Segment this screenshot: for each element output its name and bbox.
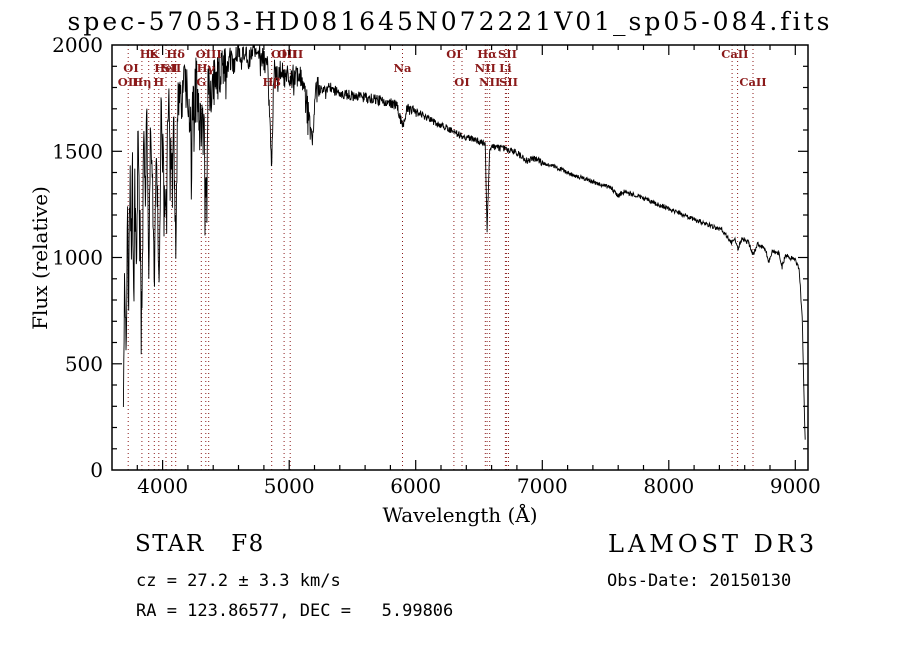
spectral-line-label: SII bbox=[499, 75, 518, 89]
y-axis-label: Flux (relative) bbox=[28, 186, 52, 330]
x-tick-label: 7000 bbox=[517, 474, 568, 498]
spectrum-line bbox=[122, 44, 806, 440]
cz-text: cz = 27.2 ± 3.3 km/s bbox=[136, 571, 341, 591]
spectral-line-label: OI bbox=[454, 75, 469, 89]
y-tick-label: 1500 bbox=[52, 139, 103, 163]
spectral-line-label: OIII bbox=[277, 47, 303, 61]
x-tick-label: 4000 bbox=[137, 474, 188, 498]
spectral-line-label: Hα bbox=[477, 47, 497, 61]
spectral-line-label: Li bbox=[499, 61, 512, 75]
spectral-line-label: Hδ bbox=[166, 47, 185, 61]
spectral-line-label: Hγ bbox=[197, 61, 216, 75]
spectral-line-label: Hη bbox=[132, 75, 151, 89]
y-tick-label: 500 bbox=[65, 352, 103, 376]
plot-frame bbox=[111, 44, 809, 471]
y-tick-label: 2000 bbox=[52, 33, 103, 57]
x-tick-label: 9000 bbox=[770, 474, 821, 498]
spectral-line-label: OIII bbox=[271, 47, 297, 61]
spectral-line-label: G bbox=[196, 75, 206, 89]
spectral-line-label: SII bbox=[498, 47, 517, 61]
spectral-line-label: CaII bbox=[721, 47, 748, 61]
spectral-line-label: HeI bbox=[154, 61, 178, 75]
object-class-text: STAR F8 bbox=[135, 531, 265, 557]
spectral-line-label: H bbox=[153, 75, 164, 89]
radec-text: RA = 123.86577, DEC = 5.99806 bbox=[136, 601, 454, 621]
spectral-line-label: Hε bbox=[140, 47, 158, 61]
survey-text: LAMOST DR3 bbox=[608, 530, 819, 558]
plot-title: spec-57053-HD081645N072221V01_sp05-084.f… bbox=[67, 7, 833, 36]
obs-date-text: Obs-Date: 20150130 bbox=[607, 571, 792, 591]
spectral-line-label: OI bbox=[123, 61, 138, 75]
spectral-line-label: SII bbox=[162, 61, 181, 75]
spectral-line-label: NII bbox=[475, 61, 496, 75]
spectral-line-label: K bbox=[149, 47, 160, 61]
spectral-line-label: CaII bbox=[739, 75, 766, 89]
x-tick-label: 6000 bbox=[390, 474, 441, 498]
spectral-line-label: OIII bbox=[196, 47, 222, 61]
spectral-line-label: Hβ bbox=[262, 75, 281, 89]
x-tick-label: 5000 bbox=[264, 474, 315, 498]
spectral-line-label: NII bbox=[479, 75, 500, 89]
spectral-line-label: Na bbox=[394, 61, 413, 75]
spectral-line-label: OII bbox=[118, 75, 139, 89]
x-axis-label: Wavelength (Å) bbox=[382, 503, 538, 527]
y-tick-label: 1000 bbox=[52, 246, 103, 270]
y-tick-label: 0 bbox=[90, 458, 103, 482]
x-tick-label: 8000 bbox=[643, 474, 694, 498]
spectral-line-label: OI bbox=[446, 47, 461, 61]
